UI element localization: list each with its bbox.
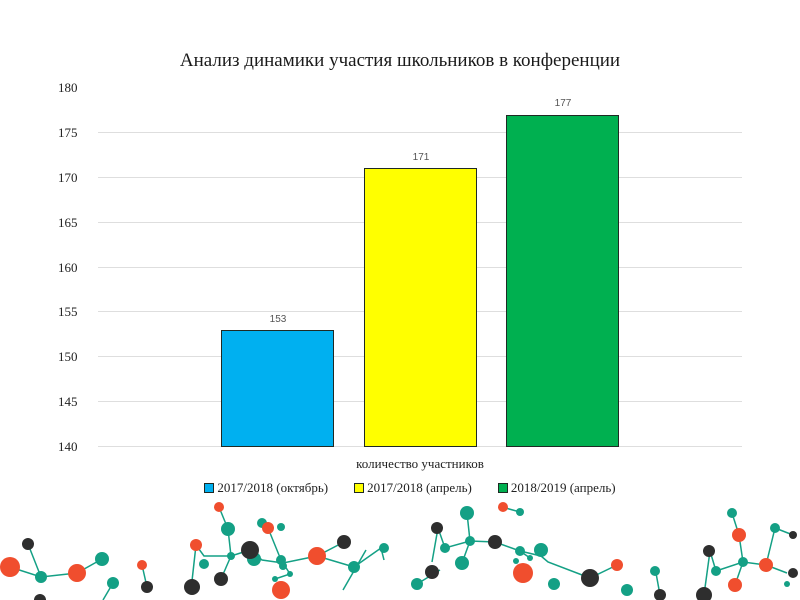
legend-swatch-icon	[204, 483, 215, 493]
gridline	[98, 132, 742, 133]
legend-label: 2017/2018 (октябрь)	[217, 480, 329, 495]
legend-item: 2017/2018 (апрель)	[354, 480, 472, 496]
y-tick-label: 170	[58, 170, 78, 185]
y-tick-label: 140	[58, 439, 78, 454]
legend-item: 2017/2018 (октябрь)	[204, 480, 328, 496]
legend-label: 2018/2019 (апрель)	[510, 480, 616, 495]
x-axis-label: количество участников	[356, 456, 484, 471]
chart-title: Анализ динамики участия школьников в кон…	[179, 50, 621, 71]
molecule-decoration-icon	[0, 502, 798, 600]
bar-2017-2018-october	[221, 330, 334, 447]
y-tick-label: 145	[58, 394, 78, 409]
data-label: 153	[269, 314, 287, 325]
y-tick-label: 180	[58, 80, 78, 95]
y-tick-label: 150	[58, 349, 78, 364]
legend: 2017/2018 (октябрь) 2017/2018 (апрель) 2…	[0, 480, 800, 496]
bar-2018-2019-april	[506, 115, 619, 447]
y-tick-label: 155	[58, 304, 78, 319]
y-tick-label: 165	[58, 215, 78, 230]
y-tick-label: 175	[58, 125, 78, 140]
bar-2017-2018-april	[364, 168, 477, 447]
legend-label: 2017/2018 (апрель)	[367, 480, 472, 495]
data-label: 171	[412, 152, 430, 163]
legend-swatch-icon	[497, 483, 508, 493]
data-label: 177	[554, 98, 572, 109]
legend-swatch-icon	[354, 483, 365, 493]
legend-item: 2018/2019 (апрель)	[497, 480, 616, 496]
y-tick-label: 160	[58, 260, 78, 275]
